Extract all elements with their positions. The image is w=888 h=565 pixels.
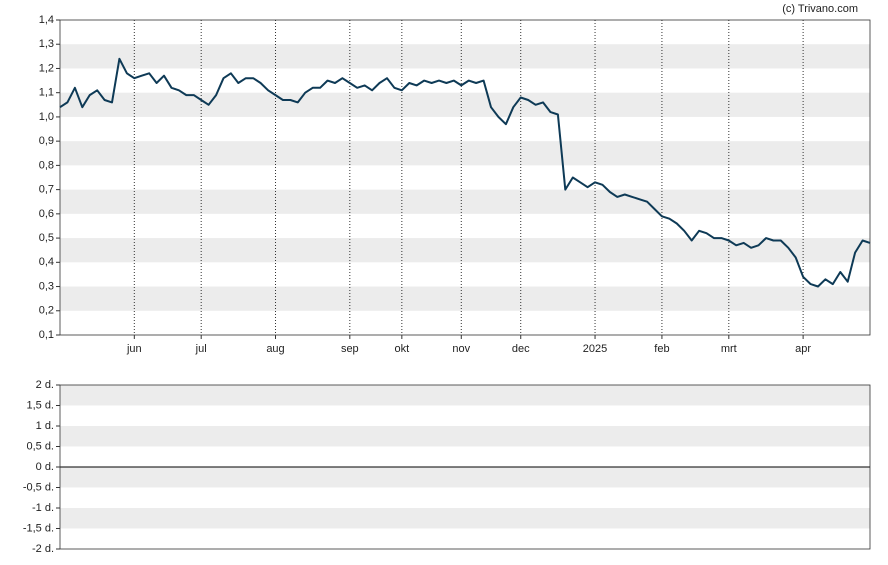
grid-band <box>60 286 870 311</box>
grid-band <box>60 92 870 117</box>
y-tick-label: 0,3 <box>39 280 54 292</box>
y-tick-label: 1,2 <box>39 62 54 74</box>
y-tick-label: 0,5 <box>39 232 54 244</box>
x-tick-label: dec <box>512 343 530 355</box>
grid-band <box>60 467 870 488</box>
x-tick-label: mrt <box>721 343 737 355</box>
y-tick-label: 0 d. <box>36 461 54 473</box>
grid-band <box>60 238 870 263</box>
grid-band <box>60 141 870 166</box>
y-tick-label: -0,5 d. <box>23 481 54 493</box>
x-tick-label: jun <box>126 343 142 355</box>
y-tick-label: -1,5 d. <box>23 522 54 534</box>
y-tick-label: 0,8 <box>39 159 54 171</box>
y-tick-label: 0,1 <box>39 329 54 341</box>
y-tick-label: 1,1 <box>39 87 54 99</box>
x-tick-label: 2025 <box>583 343 607 355</box>
source-credit: (c) Trivano.com <box>782 3 858 15</box>
plot-frame <box>59 384 871 550</box>
price-line <box>59 57 871 288</box>
grid-band <box>60 385 870 406</box>
y-tick-label: -2 d. <box>32 543 54 555</box>
y-tick-label: 0,5 d. <box>26 440 54 452</box>
y-tick-label: 1,3 <box>39 38 54 50</box>
grid-band <box>60 189 870 214</box>
y-tick-label: 0,7 <box>39 184 54 196</box>
x-tick-label: feb <box>654 343 669 355</box>
grid-band <box>60 508 870 529</box>
x-tick-label: aug <box>266 343 284 355</box>
y-tick-label: 0,4 <box>39 256 54 268</box>
x-tick-label: nov <box>452 343 470 355</box>
y-tick-label: 2 d. <box>36 379 54 391</box>
grid-band <box>60 44 870 69</box>
y-tick-label: -1 d. <box>32 502 54 514</box>
y-tick-label: 1 d. <box>36 420 54 432</box>
y-tick-label: 0,9 <box>39 135 54 147</box>
y-tick-label: 1,0 <box>39 111 54 123</box>
y-tick-label: 1,5 d. <box>26 399 54 411</box>
x-tick-label: sep <box>341 343 359 355</box>
y-tick-label: 0,2 <box>39 305 54 317</box>
y-tick-label: 0,6 <box>39 208 54 220</box>
x-tick-label: jul <box>195 343 207 355</box>
x-tick-label: okt <box>394 343 409 355</box>
grid-band <box>60 426 870 447</box>
y-tick-label: 1,4 <box>39 14 54 26</box>
x-tick-label: apr <box>795 343 811 355</box>
plot-frame <box>59 19 871 336</box>
